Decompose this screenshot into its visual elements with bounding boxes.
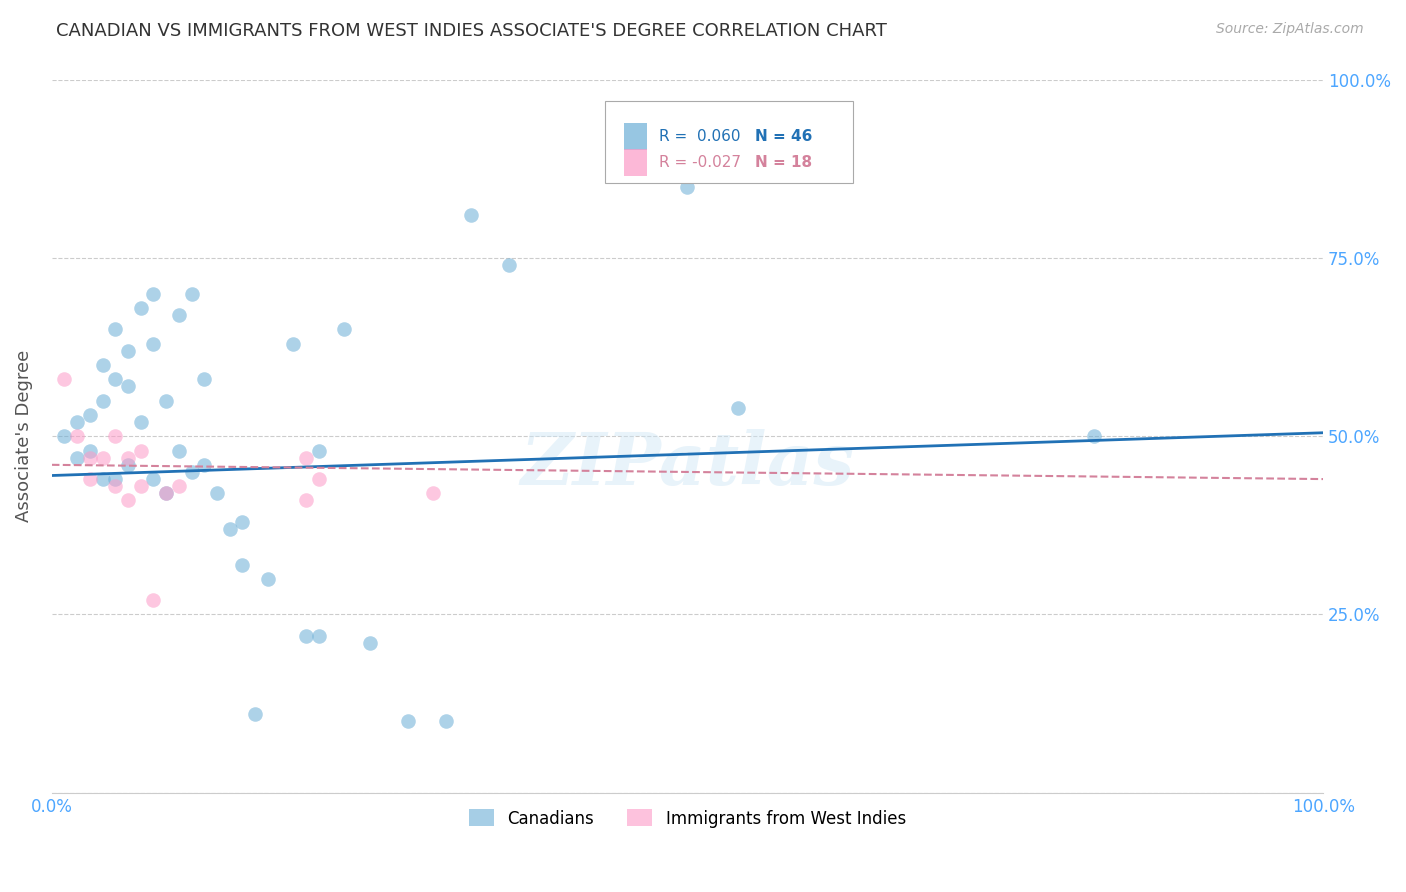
Legend: Canadians, Immigrants from West Indies: Canadians, Immigrants from West Indies bbox=[463, 803, 912, 834]
Point bbox=[91, 358, 114, 372]
FancyBboxPatch shape bbox=[605, 102, 852, 184]
Point bbox=[117, 493, 139, 508]
Text: N = 46: N = 46 bbox=[755, 129, 813, 145]
Point bbox=[104, 472, 127, 486]
Point bbox=[205, 486, 228, 500]
Point bbox=[142, 472, 165, 486]
Point bbox=[434, 714, 457, 729]
Point bbox=[53, 372, 76, 386]
Text: R = -0.027: R = -0.027 bbox=[659, 155, 741, 170]
Point bbox=[283, 336, 305, 351]
Text: ZIPatlas: ZIPatlas bbox=[520, 429, 855, 500]
Point bbox=[167, 479, 190, 493]
Point bbox=[104, 322, 127, 336]
Point bbox=[727, 401, 749, 415]
Bar bbox=[624, 123, 647, 150]
Point bbox=[498, 258, 520, 272]
Point bbox=[218, 522, 240, 536]
Point bbox=[142, 286, 165, 301]
Point bbox=[66, 415, 89, 429]
Point bbox=[79, 408, 101, 422]
Point bbox=[142, 593, 165, 607]
Point bbox=[167, 443, 190, 458]
Point bbox=[295, 450, 318, 465]
Point bbox=[243, 707, 266, 722]
Point bbox=[422, 486, 444, 500]
Point bbox=[104, 479, 127, 493]
Point bbox=[53, 429, 76, 443]
Point bbox=[91, 393, 114, 408]
Point bbox=[193, 458, 215, 472]
Point bbox=[66, 450, 89, 465]
Point bbox=[231, 515, 253, 529]
Point bbox=[231, 558, 253, 572]
Point bbox=[295, 629, 318, 643]
Point bbox=[129, 301, 152, 315]
Point bbox=[117, 379, 139, 393]
Point bbox=[91, 450, 114, 465]
Text: R =  0.060: R = 0.060 bbox=[659, 129, 741, 145]
Point bbox=[117, 450, 139, 465]
Point bbox=[308, 472, 330, 486]
Point bbox=[117, 458, 139, 472]
Point bbox=[1083, 429, 1105, 443]
Point bbox=[129, 415, 152, 429]
Point bbox=[91, 472, 114, 486]
Point bbox=[66, 429, 89, 443]
Point bbox=[180, 286, 202, 301]
Point bbox=[79, 450, 101, 465]
Point bbox=[79, 443, 101, 458]
Point bbox=[155, 486, 177, 500]
Point bbox=[129, 443, 152, 458]
Text: CANADIAN VS IMMIGRANTS FROM WEST INDIES ASSOCIATE'S DEGREE CORRELATION CHART: CANADIAN VS IMMIGRANTS FROM WEST INDIES … bbox=[56, 22, 887, 40]
Point bbox=[308, 443, 330, 458]
Point bbox=[104, 429, 127, 443]
Point bbox=[155, 486, 177, 500]
Text: N = 18: N = 18 bbox=[755, 155, 811, 170]
Point bbox=[333, 322, 356, 336]
Point bbox=[155, 393, 177, 408]
Point bbox=[129, 479, 152, 493]
Point bbox=[79, 472, 101, 486]
Point bbox=[396, 714, 419, 729]
Point bbox=[117, 343, 139, 358]
Point bbox=[180, 465, 202, 479]
Text: Source: ZipAtlas.com: Source: ZipAtlas.com bbox=[1216, 22, 1364, 37]
Point bbox=[167, 308, 190, 322]
Point bbox=[257, 572, 280, 586]
Point bbox=[104, 372, 127, 386]
Point bbox=[142, 336, 165, 351]
Point bbox=[460, 208, 482, 222]
Point bbox=[295, 493, 318, 508]
Point bbox=[193, 372, 215, 386]
Point bbox=[676, 180, 699, 194]
Bar bbox=[624, 149, 647, 177]
Point bbox=[359, 636, 381, 650]
Point bbox=[308, 629, 330, 643]
Y-axis label: Associate's Degree: Associate's Degree bbox=[15, 351, 32, 523]
